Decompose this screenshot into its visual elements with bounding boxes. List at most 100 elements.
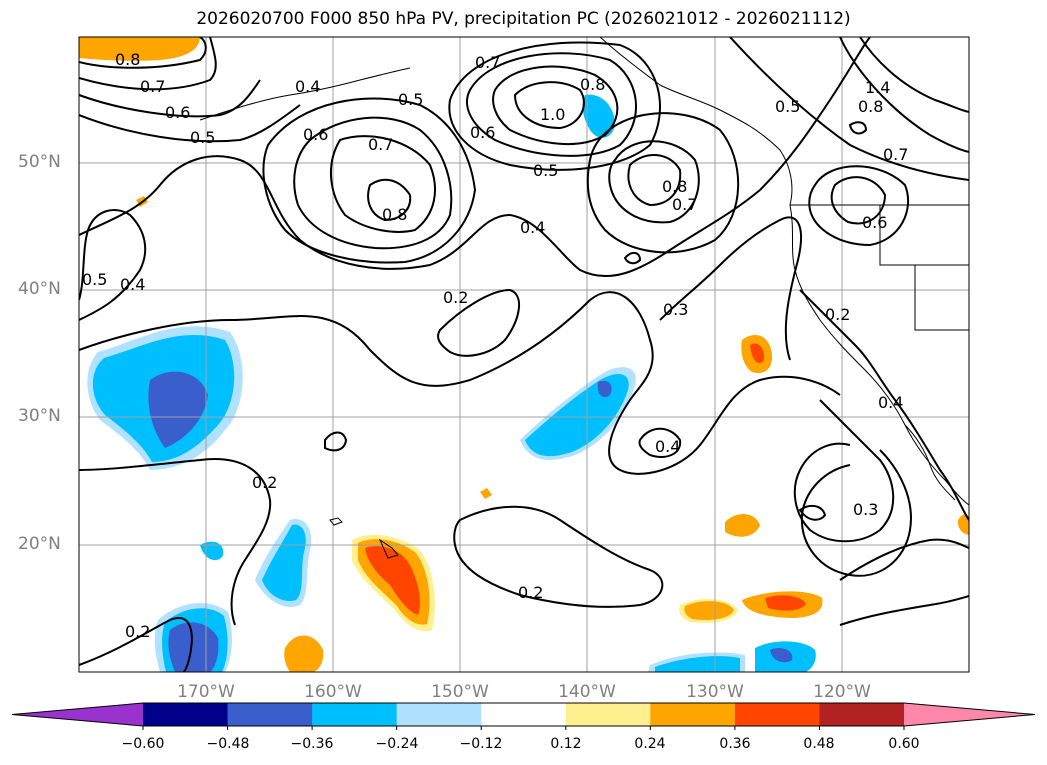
lon-label-130w: 130°W [686,682,744,702]
colorbar-swatch [565,703,651,726]
coastline-hawaii-1 [378,538,399,559]
contour-label: 0.4 [878,393,903,412]
contour-0.2-west-long [79,458,272,626]
map-title: 2026020700 F000 850 hPa PV, precipitatio… [196,9,851,29]
precip-blob-center-darkblue [597,380,612,398]
contour-0.4-west [79,209,147,321]
contour-label: 0.2 [125,622,150,641]
colorbar-extend-high [904,703,1035,726]
contour-label: 0.4 [120,275,145,294]
contour-0.6-ne [830,176,887,225]
contour-label: 0.4 [655,437,680,456]
lon-label-170w: 170°W [177,682,235,702]
precip-blob-southwest-darkblue [168,622,219,672]
contour-label: 0.5 [533,161,558,180]
contour-label: 0.5 [82,270,107,289]
precip-blob-south-blue [655,656,740,672]
contour-0.2-center [437,288,521,357]
coastline-states [879,205,969,331]
contour-label: 0.8 [662,177,687,196]
contour-0.7-ne [808,165,910,247]
contour-0.8-nw [79,37,207,69]
contour-label: 0.7 [475,53,500,72]
precip-blob-south-red-2 [765,595,806,611]
colorbar-extend-low [12,703,143,726]
contour-0.3-center [79,291,841,475]
contour-0.2-south [453,505,664,608]
contour-0.2-southwest [79,617,193,672]
contour-small-loop-2 [623,252,642,265]
lon-label-120w: 120°W [813,682,871,702]
contour-label: 0.6 [165,103,190,122]
contour-0.3-south-east-loop [800,449,912,577]
contour-label: 0.6 [470,123,495,142]
contour-0.7-nw [79,37,217,91]
colorbar-tick-label: 0.24 [634,736,666,752]
colorbar-swatch [481,703,567,726]
contour-small-loop-4 [848,121,868,135]
lat-label-20n: 20°N [18,534,61,554]
colorbar-tick-label: −0.48 [206,736,250,752]
contour-label: 0.8 [382,205,407,224]
contour-label: 0.2 [443,288,468,307]
precip-blob-coast-red [750,343,765,364]
contour-label: 0.2 [825,305,850,324]
contour-0.8-center [367,178,412,222]
colorbar-swatch [396,703,482,726]
precip-blob-sw-orange [284,635,324,672]
colorbar-swatch [819,703,905,726]
precip-fills [79,37,969,672]
precip-blob-southeast-darkblue [770,648,793,663]
contour-0.3-southeast [793,399,895,543]
contour-0.8-gulf [492,65,619,145]
contour-label: 0.8 [115,50,140,69]
colorbar-swatch [312,703,398,726]
precip-blob-west-darkblue [148,371,208,448]
contour-0.5-center [262,97,477,264]
contour-0.6-center [293,116,453,250]
precip-blob-hawaii-red [365,546,420,615]
contour-0.2-east [799,289,969,521]
contour-0.8-east [627,153,682,207]
colorbar-tick-label: −0.36 [290,736,334,752]
precip-blob-hawaii-blue-inner [262,524,306,602]
lon-label-160w: 160°W [304,682,362,702]
contour-label: 0.6 [862,213,887,232]
coastline-baja [904,424,956,501]
precip-blob-tiny-orange-2 [480,488,492,499]
contour-0.7-gulf [466,52,637,157]
colorbar-tick-label: 0.36 [719,736,751,752]
contour-0.4-east [638,427,682,458]
colorbar-swatch [650,703,736,726]
contour-0.5-nw [79,104,301,143]
lon-label-140w: 140°W [558,682,616,702]
map-frame-border [78,36,970,673]
precip-blob-edge-orange [957,514,969,535]
colorbar-tick-label: −0.12 [459,736,503,752]
precip-blob-nw-orange [79,37,200,61]
contour-label: 0.8 [858,97,883,116]
contour-label: 0.5 [190,128,215,147]
colorbar-swatch [143,703,229,726]
colorbar-tick-label: 0.48 [803,736,835,752]
precip-blob-south-orange-3 [725,514,760,537]
coastline-hawaii-2 [329,517,343,526]
map-plot-area: 0.8 0.7 0.6 0.5 0.4 0.5 0.7 0.6 1.0 0.8 … [79,37,969,672]
contour-label: 0.6 [303,125,328,144]
contour-label: 0.8 [580,75,605,94]
contour-0.7-center [329,135,436,233]
lat-label-40n: 40°N [18,279,61,299]
contour-small-loop-3 [798,504,827,521]
contour-label: 0.4 [520,218,545,237]
contour-1.4-ne [859,37,969,113]
lat-label-30n: 30°N [18,406,61,426]
contour-small-loop-1 [324,431,348,452]
colorbar-tick-label: −0.60 [121,736,165,752]
contour-label: 0.3 [853,500,878,519]
contour-0.2-far-south [839,595,969,626]
contour-labels: 0.8 0.7 0.6 0.5 0.4 0.5 0.7 0.6 1.0 0.8 … [82,50,908,641]
contour-0.4-north [79,37,871,278]
precip-blob-south-orange-1-inner [684,601,734,620]
colorbar-swatch [734,703,820,726]
